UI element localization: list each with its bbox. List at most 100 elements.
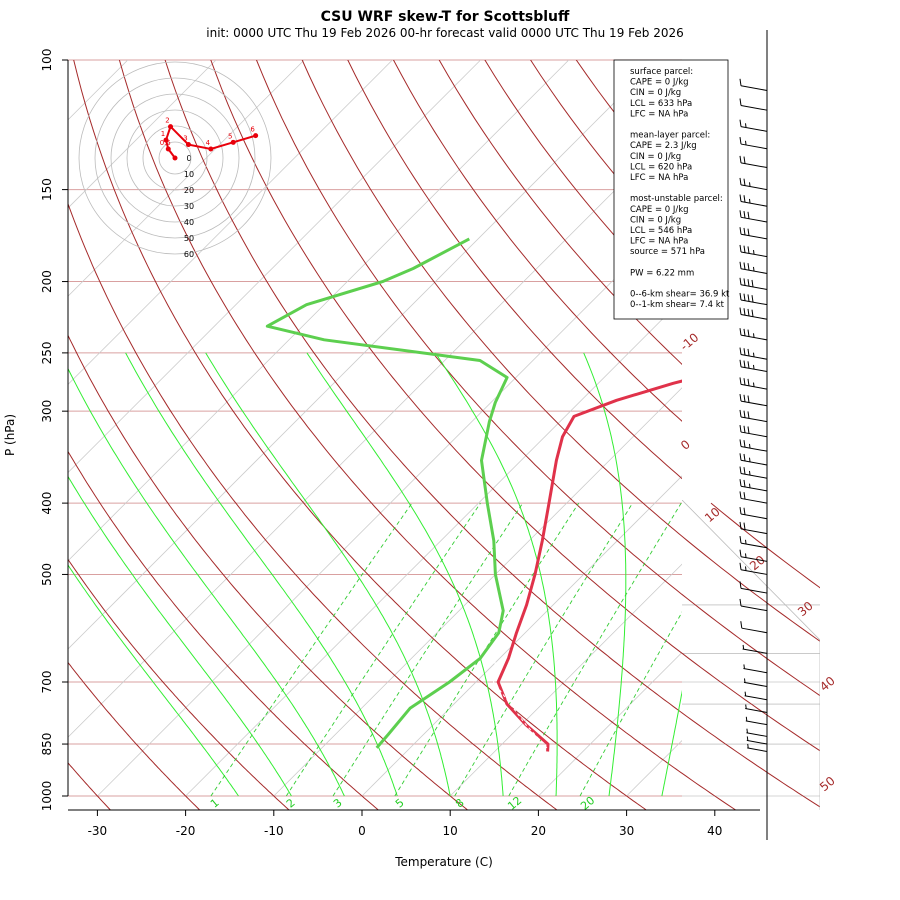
wind-barb-half-5 [749, 182, 751, 187]
dry-adiabat-0 [68, 450, 380, 810]
dry-adiabat-190 [790, 44, 900, 812]
wind-barb-24 [739, 479, 768, 492]
moist-adiabat-22 [434, 352, 558, 797]
info-line-15: LCL = 546 hPa [630, 226, 692, 236]
wind-barb-staff-15 [740, 354, 768, 360]
wind-barb-flag-16-1 [743, 360, 746, 368]
wind-barb-flag-15-1 [743, 348, 746, 356]
wind-barb-16 [739, 359, 768, 373]
wind-barb-flag-8-1 [743, 227, 746, 235]
lower-right-grid [682, 500, 820, 810]
wind-barb-flag-13-2 [747, 308, 750, 317]
wind-barb-staff-4 [740, 162, 768, 169]
hodograph-ring-30 [126, 109, 224, 207]
y-tick-label-1000: 1000 [40, 781, 54, 812]
mixing-ratio-label-1: 2 [284, 796, 298, 810]
wind-barb-flag-22-1 [743, 453, 746, 462]
x-tick-label-40: 40 [707, 824, 722, 838]
wind-barb-staff-13 [740, 314, 768, 320]
y-tick-label-850: 850 [40, 733, 54, 756]
x-tick-label--30: -30 [88, 824, 108, 838]
wind-barb-flag-11-3 [751, 279, 754, 288]
wind-barb-6 [739, 194, 768, 207]
wind-barb-staff-33 [741, 627, 768, 634]
mixing-ratio-line-8 [454, 502, 633, 797]
info-line-12: most-unstable parcel: [630, 194, 723, 204]
wind-barb-flag-13-3 [751, 309, 754, 317]
info-box-frame [613, 59, 729, 320]
wind-barb-staff-3 [740, 143, 768, 150]
dry-adiabat--20 [68, 661, 201, 810]
hodograph-ring-label-20: 20 [184, 186, 194, 195]
y-tick-label-150: 150 [40, 178, 54, 201]
wind-barb-half-40 [746, 728, 748, 733]
hodograph-point-label-6: 6 [250, 126, 255, 134]
info-line-21: 0--6-km shear= 36.9 kt [630, 290, 730, 300]
wind-barb-staff-22 [740, 459, 768, 466]
wind-barb-8 [739, 227, 768, 240]
wind-barb-21 [739, 439, 768, 452]
wind-barb-flag-12-2 [747, 294, 750, 302]
wind-barb-flag-13-1 [743, 308, 746, 316]
y-tick-label-400: 400 [40, 492, 54, 515]
wind-barb-flag-8-2 [747, 228, 750, 236]
info-line-6: mean-layer parcel: [630, 131, 710, 141]
wind-barb-flag-23-1 [743, 467, 746, 475]
wind-barb-flag-4-1 [743, 156, 746, 164]
hodograph-point-7 [253, 133, 259, 139]
dry-adiabat-label-2: 10 [702, 505, 723, 526]
dewpoint-profile [265, 237, 509, 749]
wind-barb-flag-10-2 [747, 263, 750, 271]
wind-barb-half-2 [745, 123, 747, 128]
wind-barb-flag-27-0 [739, 521, 742, 529]
wind-barb-5 [739, 177, 768, 191]
wind-barb-flag-14-0 [739, 328, 742, 336]
wind-barb-flag-23-0 [739, 466, 742, 474]
wind-barb-flag-19-0 [739, 409, 742, 418]
wind-barb-staff-38 [745, 708, 768, 713]
wind-barb-1 [739, 98, 768, 111]
wind-barb-flag-18-2 [747, 395, 750, 403]
wind-barb-32 [739, 598, 768, 612]
wind-barb-staff-14 [740, 334, 768, 341]
wind-barb-flag-29-0 [739, 549, 742, 557]
hodograph-point-label-1: 1 [161, 130, 165, 138]
wind-barb-flag-0-0 [739, 78, 742, 86]
hodograph-ring-50 [94, 77, 256, 239]
wind-barb-flag-27-1 [743, 522, 746, 530]
wind-barb-26 [739, 506, 768, 520]
wind-barb-flag-8-0 [739, 227, 742, 235]
info-line-16: LFC = NA hPa [630, 237, 688, 247]
isotherm--20 [185, 299, 682, 797]
wind-barb-42 [747, 743, 768, 752]
wind-barb-half-35 [743, 664, 745, 669]
wind-barb-half-17 [753, 382, 755, 387]
wind-barb-38 [745, 704, 768, 713]
wind-barb-half-30 [745, 566, 747, 571]
wind-barb-flag-21-1 [743, 440, 746, 448]
info-line-7: CAPE = 2.3 J/kg [630, 141, 697, 151]
isotherm--80 [68, 60, 393, 385]
wind-barb-staff-2 [740, 126, 768, 132]
x-tick-label-0: 0 [358, 824, 366, 838]
dry-adiabat-200 [835, 44, 900, 812]
wind-barb-flag-18-0 [739, 394, 742, 402]
wind-barb-half-24 [749, 483, 751, 488]
dry-adiabat-110 [438, 60, 682, 365]
dry-adiabat-40 [118, 60, 682, 774]
wind-barb-22 [739, 453, 768, 466]
hodograph-ring-label-10: 10 [184, 170, 194, 179]
dry-adiabat-100 [392, 60, 682, 422]
wind-barb-staff-0 [740, 85, 768, 91]
wind-barb-flag-11-2 [747, 279, 750, 287]
wind-barb-staff-27 [740, 528, 768, 535]
wind-barb-39 [745, 716, 768, 726]
wind-barb-20 [739, 424, 768, 438]
dry-adiabat-80 [301, 60, 682, 537]
hodograph-point-label-4: 4 [206, 139, 211, 147]
info-line-13: CAPE = 0 J/kg [630, 205, 689, 215]
lower-dry-adiabat-50 [682, 712, 820, 808]
hodograph: 0 10 20 30 40 50 60 0.512 3 4 5 6 [78, 61, 272, 259]
wind-barb-staff-5 [740, 184, 768, 191]
wind-barb-flag-9-2 [747, 246, 750, 254]
